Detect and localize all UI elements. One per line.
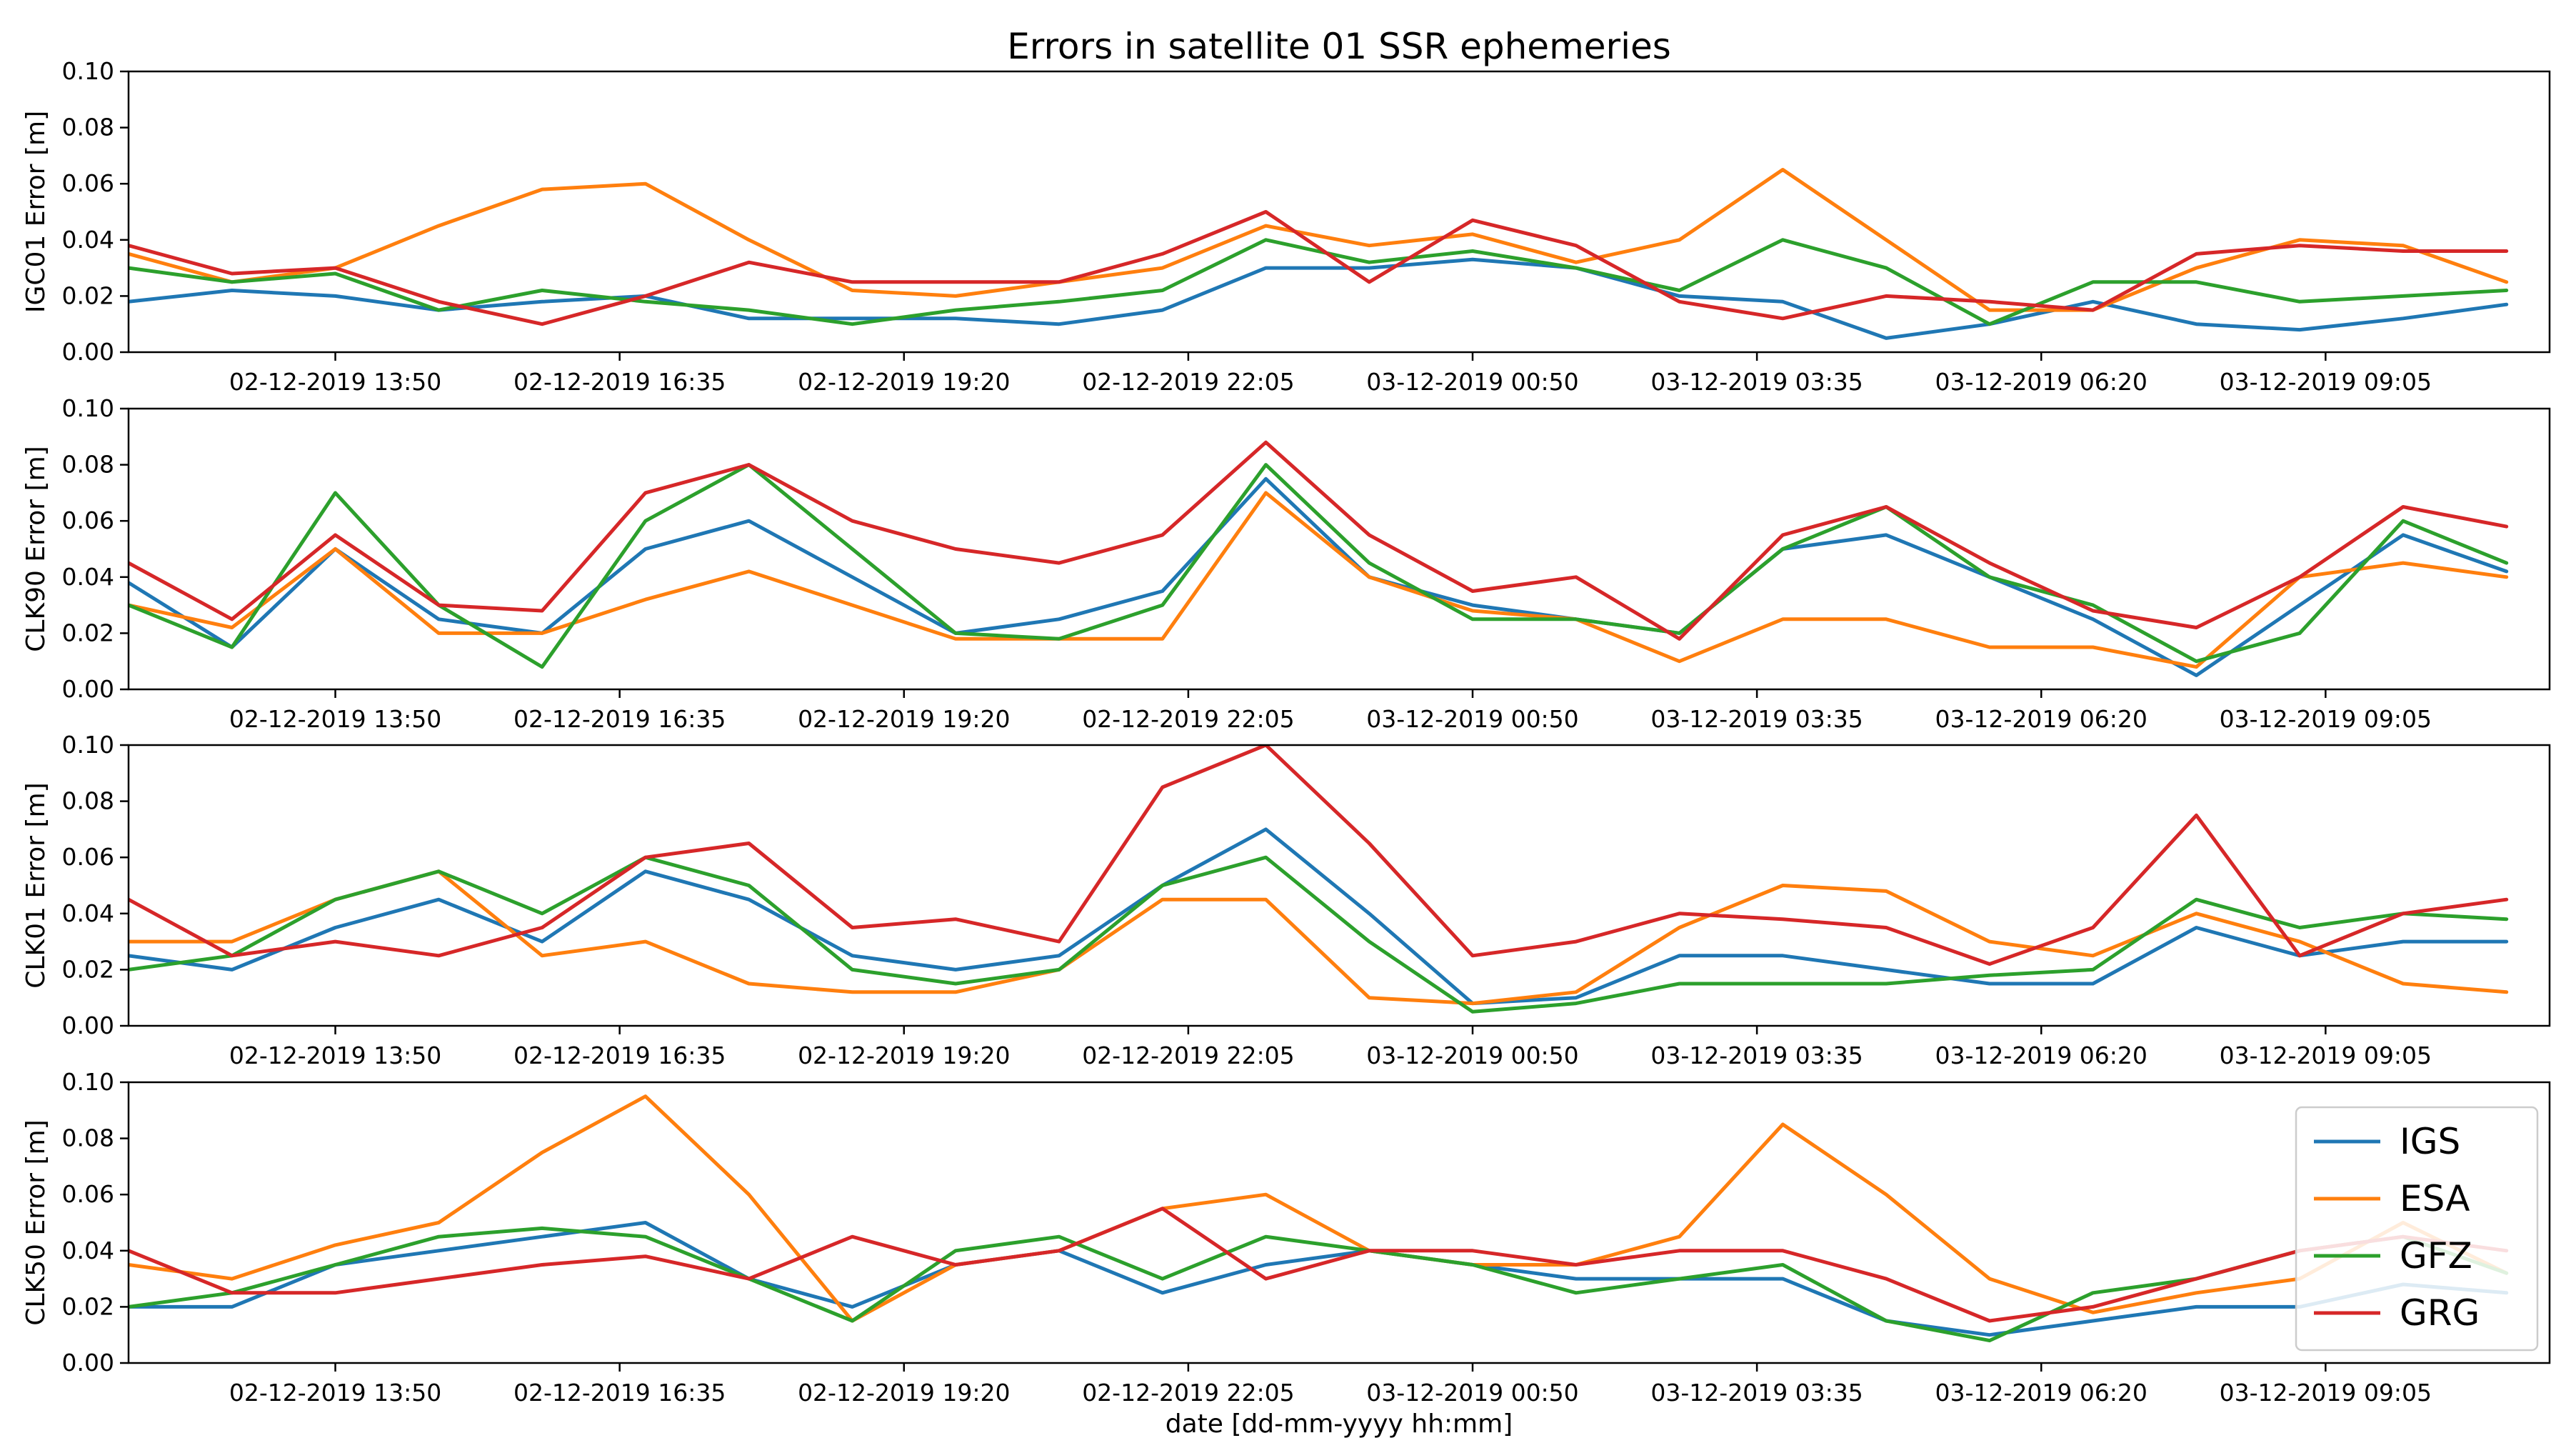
x-tick-label: 03-12-2019 09:05 — [2220, 368, 2432, 396]
x-tick-label: 02-12-2019 16:35 — [513, 705, 726, 733]
y-tick-label: 0.06 — [62, 843, 114, 871]
y-tick-label: 0.10 — [62, 57, 114, 85]
legend-label-gfz: GFZ — [2400, 1235, 2472, 1277]
x-tick-label: 02-12-2019 16:35 — [513, 1379, 726, 1407]
x-tick-label: 02-12-2019 19:20 — [798, 368, 1010, 396]
series-line-igs — [129, 827, 2509, 1006]
y-tick-label: 0.08 — [62, 1124, 114, 1152]
x-tick-label: 02-12-2019 13:50 — [229, 705, 441, 733]
series-line-gfz — [129, 1226, 2509, 1343]
series-line-grg — [129, 1207, 2509, 1323]
series-group — [129, 440, 2509, 677]
x-axis-title: date [dd-mm-yyyy hh:mm] — [1166, 1409, 1513, 1439]
x-tick-label: 03-12-2019 03:35 — [1650, 1379, 1863, 1407]
x-tick-label: 02-12-2019 13:50 — [229, 1379, 441, 1407]
x-tick-label: 03-12-2019 03:35 — [1650, 705, 1863, 733]
series-line-esa — [129, 869, 2509, 1006]
x-tick-label: 03-12-2019 09:05 — [2220, 1042, 2432, 1069]
series-line-igs — [129, 1221, 2509, 1337]
series-line-gfz — [129, 463, 2509, 669]
panel-2: 0.00 0.02 0.04 0.06 0.08 0.10 02-12-2019 13:50… — [21, 394, 2551, 733]
series-line-grg — [129, 745, 2509, 966]
y-tick-label: 0.10 — [62, 731, 114, 759]
y-axis-title: CLK90 Error [m] — [21, 446, 51, 651]
y-tick-label: 0.04 — [62, 899, 114, 927]
chart-panels: 0.00 0.02 0.04 0.06 0.08 0.10 02-12-2019 13:50… — [21, 57, 2551, 1407]
chart-title: Errors in satellite 01 SSR ephemeries — [1007, 26, 1671, 67]
series-line-esa — [129, 1094, 2509, 1323]
series-line-grg — [129, 440, 2509, 641]
x-tick-label: 03-12-2019 00:50 — [1366, 368, 1578, 396]
panel-3: 0.00 0.02 0.04 0.06 0.08 0.10 02-12-2019 13:50… — [21, 731, 2551, 1069]
panel-1: 0.00 0.02 0.04 0.06 0.08 0.10 02-12-2019 13:50… — [21, 57, 2551, 396]
y-tick-label: 0.08 — [62, 114, 114, 141]
y-tick-label: 0.06 — [62, 1180, 114, 1208]
x-tick-label: 02-12-2019 13:50 — [229, 1042, 441, 1069]
x-tick-label: 02-12-2019 16:35 — [513, 1042, 726, 1069]
x-tick-label: 02-12-2019 22:05 — [1082, 1042, 1294, 1069]
x-tick-label: 02-12-2019 22:05 — [1082, 705, 1294, 733]
x-tick-label: 03-12-2019 09:05 — [2220, 1379, 2432, 1407]
x-tick-label: 03-12-2019 00:50 — [1366, 1042, 1578, 1069]
y-tick-label: 0.02 — [62, 281, 114, 309]
x-tick-label: 03-12-2019 06:20 — [1935, 705, 2147, 733]
x-tick-label: 02-12-2019 19:20 — [798, 705, 1010, 733]
series-line-esa — [129, 491, 2509, 669]
y-tick-label: 0.06 — [62, 169, 114, 197]
y-tick-label: 0.02 — [62, 1292, 114, 1320]
chart-legend: IGS ESA GFZ GRG — [2295, 1106, 2539, 1352]
x-tick-label: 03-12-2019 06:20 — [1935, 1042, 2147, 1069]
y-axis-title: CLK50 Error [m] — [21, 1119, 51, 1325]
y-tick-label: 0.04 — [62, 226, 114, 254]
series-line-grg — [129, 210, 2509, 326]
x-tick-label: 02-12-2019 16:35 — [513, 368, 726, 396]
y-tick-label: 0.04 — [62, 563, 114, 591]
x-tick-label: 03-12-2019 03:35 — [1650, 1042, 1863, 1069]
series-line-esa — [129, 168, 2509, 312]
legend-box — [2295, 1106, 2539, 1352]
y-tick-label: 0.06 — [62, 506, 114, 534]
x-tick-label: 03-12-2019 06:20 — [1935, 368, 2147, 396]
legend-label-esa: ESA — [2400, 1178, 2470, 1219]
x-tick-label: 02-12-2019 13:50 — [229, 368, 441, 396]
x-tick-label: 03-12-2019 00:50 — [1366, 1379, 1578, 1407]
x-tick-label: 02-12-2019 22:05 — [1082, 1379, 1294, 1407]
y-tick-label: 0.02 — [62, 619, 114, 646]
series-line-igs — [129, 476, 2509, 677]
panel-4: 0.00 0.02 0.04 0.06 0.08 0.10 02-12-2019 13:50… — [21, 1068, 2551, 1407]
x-tick-label: 02-12-2019 22:05 — [1082, 368, 1294, 396]
x-tick-label: 02-12-2019 19:20 — [798, 1042, 1010, 1069]
plot-frame — [127, 407, 2551, 691]
series-line-gfz — [129, 238, 2509, 326]
y-tick-label: 0.10 — [62, 1068, 114, 1096]
series-line-gfz — [129, 855, 2509, 1014]
y-axis-title: IGC01 Error [m] — [21, 111, 51, 313]
y-tick-label: 0.00 — [62, 675, 114, 703]
y-axis-title: CLK01 Error [m] — [21, 782, 51, 988]
y-tick-label: 0.02 — [62, 955, 114, 983]
x-tick-label: 03-12-2019 03:35 — [1650, 368, 1863, 396]
series-line-igs — [129, 257, 2509, 340]
y-tick-label: 0.00 — [62, 1349, 114, 1377]
series-group — [129, 1094, 2509, 1343]
series-group — [129, 745, 2509, 1014]
x-tick-label: 03-12-2019 09:05 — [2220, 705, 2432, 733]
plot-frame — [127, 70, 2551, 354]
x-tick-label: 03-12-2019 06:20 — [1935, 1379, 2147, 1407]
y-tick-label: 0.08 — [62, 451, 114, 479]
legend-label-igs: IGS — [2400, 1121, 2460, 1162]
x-tick-label: 03-12-2019 00:50 — [1366, 705, 1578, 733]
plot-frame — [127, 744, 2551, 1027]
y-tick-label: 0.10 — [62, 394, 114, 422]
x-tick-label: 02-12-2019 19:20 — [798, 1379, 1010, 1407]
legend-label-grg: GRG — [2400, 1292, 2480, 1334]
y-tick-label: 0.00 — [62, 338, 114, 366]
series-group — [129, 168, 2509, 340]
plot-frame — [127, 1081, 2551, 1364]
y-tick-label: 0.08 — [62, 787, 114, 815]
y-tick-label: 0.00 — [62, 1012, 114, 1039]
y-tick-label: 0.04 — [62, 1237, 114, 1264]
